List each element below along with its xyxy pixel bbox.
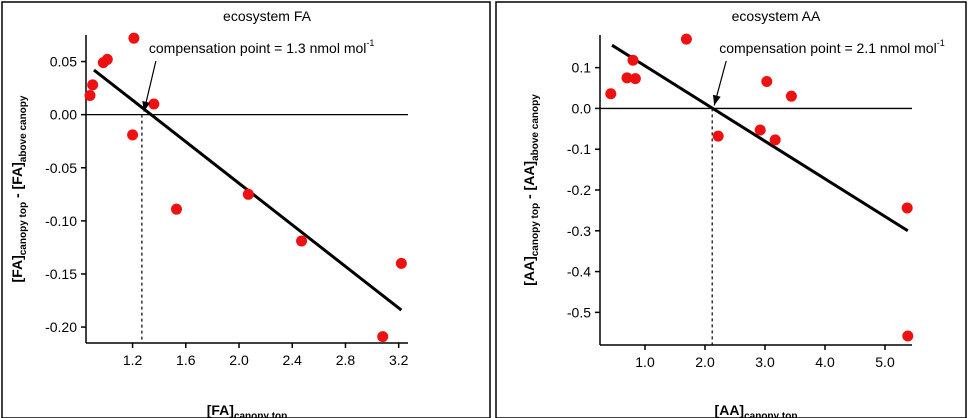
data-point [377, 331, 389, 343]
annotation-superscript: -1 [937, 38, 945, 48]
x-tick-label: 1.0 [635, 354, 655, 370]
x-tick-label: 4.0 [815, 354, 835, 370]
x-tick-label: 2.4 [283, 352, 303, 368]
y-axis-label-a: [AA] [521, 256, 537, 286]
data-point [680, 33, 692, 45]
y-axis-label-sep: - [521, 190, 537, 202]
y-axis-label-a: [FA] [9, 255, 25, 282]
y-axis-label: [FA]canopy top - [FA]above canopy [9, 95, 29, 282]
data-point [901, 202, 913, 214]
y-tick-label: -0.3 [567, 223, 591, 239]
data-point [101, 53, 113, 65]
x-tick-label: 3.0 [755, 354, 775, 370]
x-tick-label: 2.8 [336, 352, 356, 368]
compensation-annotation: compensation point = 1.3 nmol mol-1 [149, 38, 375, 56]
y-axis-label: [AA]canopy top - [AA]above canopy [521, 94, 541, 286]
y-tick-label: -0.10 [45, 213, 77, 229]
panel-frame [1, 1, 491, 418]
data-point [621, 72, 633, 84]
compensation-annotation: compensation point = 2.1 nmol mol-1 [719, 38, 945, 56]
y-tick-label: 0.1 [572, 60, 592, 76]
data-point [769, 134, 781, 146]
data-point [242, 188, 254, 200]
y-tick-label: -0.4 [567, 264, 591, 280]
x-tick-label: 2.0 [695, 354, 715, 370]
x-axis-label-main: [AA] [715, 402, 745, 418]
x-axis-label-main: [FA] [207, 402, 234, 418]
data-point [296, 235, 308, 247]
data-point [395, 257, 407, 269]
y-axis-label-b: [FA] [9, 162, 25, 189]
data-point [754, 124, 766, 136]
data-point [605, 88, 617, 100]
y-tick-label: 0.05 [50, 54, 77, 70]
data-point [761, 76, 773, 87]
y-tick-label: -0.15 [45, 266, 77, 282]
data-point [127, 129, 139, 141]
panel-frame [495, 1, 967, 418]
fit-line [611, 43, 909, 233]
data-point [128, 32, 140, 44]
data-point [902, 330, 914, 342]
data-point [785, 90, 797, 102]
data-point [627, 54, 639, 66]
y-axis-label-b-sub: above canopy [530, 94, 541, 161]
annotation-superscript: -1 [366, 38, 374, 48]
x-tick-label: 1.2 [123, 352, 143, 368]
data-point [170, 203, 182, 215]
data-point [148, 98, 160, 110]
x-axis-label-sub: canopy top [744, 411, 797, 418]
y-axis-label-a-sub: canopy top [18, 202, 29, 255]
x-tick-label: 1.6 [176, 352, 196, 368]
y-axis-label-b: [AA] [521, 161, 537, 191]
annotation-text: compensation point = 1.3 nmol mol [149, 40, 367, 56]
x-tick-label: 5.0 [875, 354, 895, 370]
x-axis-label-sub: canopy top [234, 411, 287, 418]
y-axis-label-sep: - [9, 189, 25, 201]
chart-title: ecosystem FA [223, 8, 312, 24]
y-tick-label: 0.0 [572, 100, 592, 116]
y-tick-label: -0.2 [567, 182, 591, 198]
annotation-text: compensation point = 2.1 nmol mol [719, 40, 937, 56]
y-tick-label: -0.1 [567, 141, 591, 157]
data-point [712, 130, 724, 142]
annotation-arrowhead [712, 94, 721, 106]
y-axis-label-a-sub: canopy top [530, 203, 541, 256]
panel-aa: 0.1 0.0 -0.1 -0.2 -0.3 -0.4 -0.5 1.0 2.0 3.0 4.0 5.… [495, 1, 967, 418]
data-point [87, 79, 99, 91]
chart-title: ecosystem AA [732, 8, 821, 24]
y-tick-label: -0.5 [567, 304, 591, 320]
panel-fa: 0.05 0.00 -0.05 -0.10 -0.15 -0.20 1.2 1.6 2.0 2.4… [1, 1, 491, 418]
x-tick-label: 2.0 [229, 352, 249, 368]
x-tick-label: 3.2 [389, 352, 409, 368]
data-point [84, 90, 96, 102]
x-axis-label: [FA]canopy top [207, 402, 288, 418]
x-axis-label: [AA]canopy top [715, 402, 798, 418]
y-tick-label: -0.20 [45, 319, 77, 335]
y-tick-label: -0.05 [45, 160, 77, 176]
annotation-arrowhead [142, 101, 151, 112]
y-tick-label: 0.00 [50, 107, 77, 123]
y-axis-label-b-sub: above canopy [18, 95, 29, 162]
data-point [629, 73, 641, 85]
